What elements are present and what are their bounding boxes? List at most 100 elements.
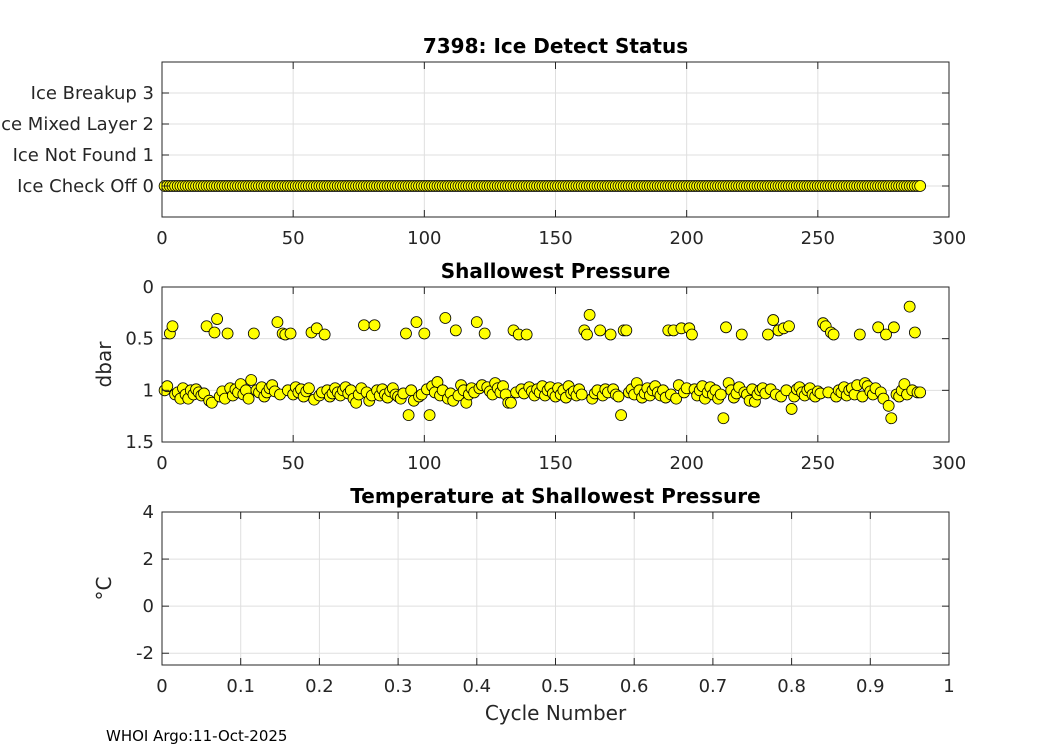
- data-point: [418, 327, 431, 340]
- data-point: [882, 399, 895, 412]
- y-tick-label: Ice Mixed Layer 2: [0, 114, 154, 135]
- chart-title: 7398: Ice Detect Status: [423, 34, 688, 58]
- data-point: [200, 320, 213, 333]
- data-point: [604, 328, 617, 341]
- data-point: [318, 328, 331, 341]
- x-tick-label: 100: [407, 228, 441, 249]
- x-tick-label: 100: [407, 453, 441, 474]
- y-axis-label: dbar: [92, 341, 116, 388]
- subplot-3: 0 0.1 0.2 0.3 0.4 0.5 0.6 0.7 0.8 0.9 1-2024Temper…: [92, 484, 955, 725]
- x-tick-label: 0.4: [462, 676, 491, 697]
- y-tick-label: 4: [143, 502, 154, 523]
- x-tick-label: 0.3: [384, 676, 413, 697]
- data-point: [735, 328, 748, 341]
- x-tick-label: 150: [538, 453, 572, 474]
- data-point: [612, 390, 625, 403]
- x-tick-label: 0.1: [226, 676, 255, 697]
- x-tick-label: 250: [801, 453, 835, 474]
- subplot-2: 0 50 100 150 200 250 300 0 0.5 1 1.5 Shallowest Pre…: [92, 259, 966, 474]
- y-tick-label: Ice Breakup 3: [31, 83, 154, 104]
- data-point: [908, 326, 921, 339]
- data-point: [880, 328, 892, 341]
- x-tick-label: 1: [943, 676, 954, 697]
- x-tick-label: 0.5: [541, 676, 570, 697]
- x-tick-label: 0: [156, 676, 167, 697]
- x-tick-label: 200: [669, 453, 703, 474]
- data-point: [785, 403, 798, 415]
- data-point: [505, 396, 517, 409]
- x-tick-label: 300: [932, 453, 966, 474]
- data-point: [211, 313, 223, 325]
- data-point: [439, 312, 452, 324]
- x-tick-label: 200: [669, 228, 703, 249]
- data-point: [520, 328, 533, 341]
- data-point: [449, 324, 462, 337]
- data-point: [368, 319, 381, 332]
- data-point: [221, 327, 234, 340]
- data-point: [470, 316, 483, 329]
- data-point: [714, 388, 727, 401]
- x-tick-label: 50: [282, 453, 305, 474]
- data-point: [575, 388, 588, 401]
- x-tick-label: 0.2: [305, 676, 334, 697]
- data-point: [914, 180, 927, 192]
- data-point: [400, 327, 412, 340]
- y-tick-label: Ice Not Found 1: [13, 145, 154, 166]
- x-tick-label: 0.7: [699, 676, 728, 697]
- x-tick-label: 300: [932, 228, 966, 249]
- x-tick-label: 50: [282, 228, 305, 249]
- data-point: [762, 328, 774, 341]
- y-tick-label: 2: [143, 549, 154, 570]
- y-tick-label: -2: [136, 643, 154, 664]
- data-markers: [158, 300, 927, 425]
- x-axis-label: Cycle Number: [485, 701, 627, 725]
- data-point: [594, 324, 606, 337]
- data-point: [358, 319, 370, 332]
- data-point: [303, 382, 315, 395]
- data-point: [478, 327, 491, 340]
- data-point: [686, 328, 698, 341]
- data-point: [717, 412, 730, 425]
- y-tick-label: 0: [143, 596, 154, 617]
- data-point: [620, 324, 633, 337]
- data-point: [853, 328, 866, 341]
- data-point: [208, 326, 221, 339]
- chart-title: Shallowest Pressure: [441, 259, 671, 283]
- footer-text: WHOI Argo:11-Oct-2025: [106, 727, 287, 745]
- x-tick-label: 0: [156, 228, 167, 249]
- data-point: [583, 308, 596, 321]
- data-point: [885, 412, 898, 425]
- data-point: [247, 327, 260, 340]
- y-tick-label: 0: [143, 277, 154, 298]
- y-tick-label: 1: [143, 380, 154, 401]
- y-tick-label: 1.5: [125, 432, 154, 453]
- x-tick-label: 0: [156, 453, 167, 474]
- x-tick-label: 250: [801, 228, 835, 249]
- data-point: [888, 321, 900, 334]
- data-point: [271, 316, 284, 329]
- data-point: [903, 300, 916, 313]
- data-point: [670, 392, 683, 405]
- y-axis-label: °C: [92, 577, 116, 601]
- data-point: [914, 386, 927, 399]
- y-tick-label: Ice Check Off 0: [17, 176, 154, 197]
- data-point: [310, 322, 323, 335]
- data-point: [767, 314, 780, 326]
- data-point: [410, 316, 423, 329]
- data-point: [783, 320, 795, 333]
- x-tick-label: 150: [538, 228, 572, 249]
- data-point: [423, 409, 436, 422]
- x-tick-label: 0.6: [620, 676, 649, 697]
- data-point: [245, 374, 258, 386]
- data-point: [827, 328, 840, 341]
- data-point: [581, 328, 593, 341]
- data-point: [872, 321, 885, 334]
- data-point: [242, 392, 255, 405]
- data-markers: [158, 180, 927, 192]
- data-point: [284, 327, 297, 340]
- chart-title: Temperature at Shallowest Pressure: [350, 484, 760, 508]
- x-tick-label: 0.8: [777, 676, 806, 697]
- data-point: [431, 376, 444, 388]
- subplot-1: 0 50 100 150 200 250 300 Ice Check Off 0 Ice Not…: [0, 34, 966, 249]
